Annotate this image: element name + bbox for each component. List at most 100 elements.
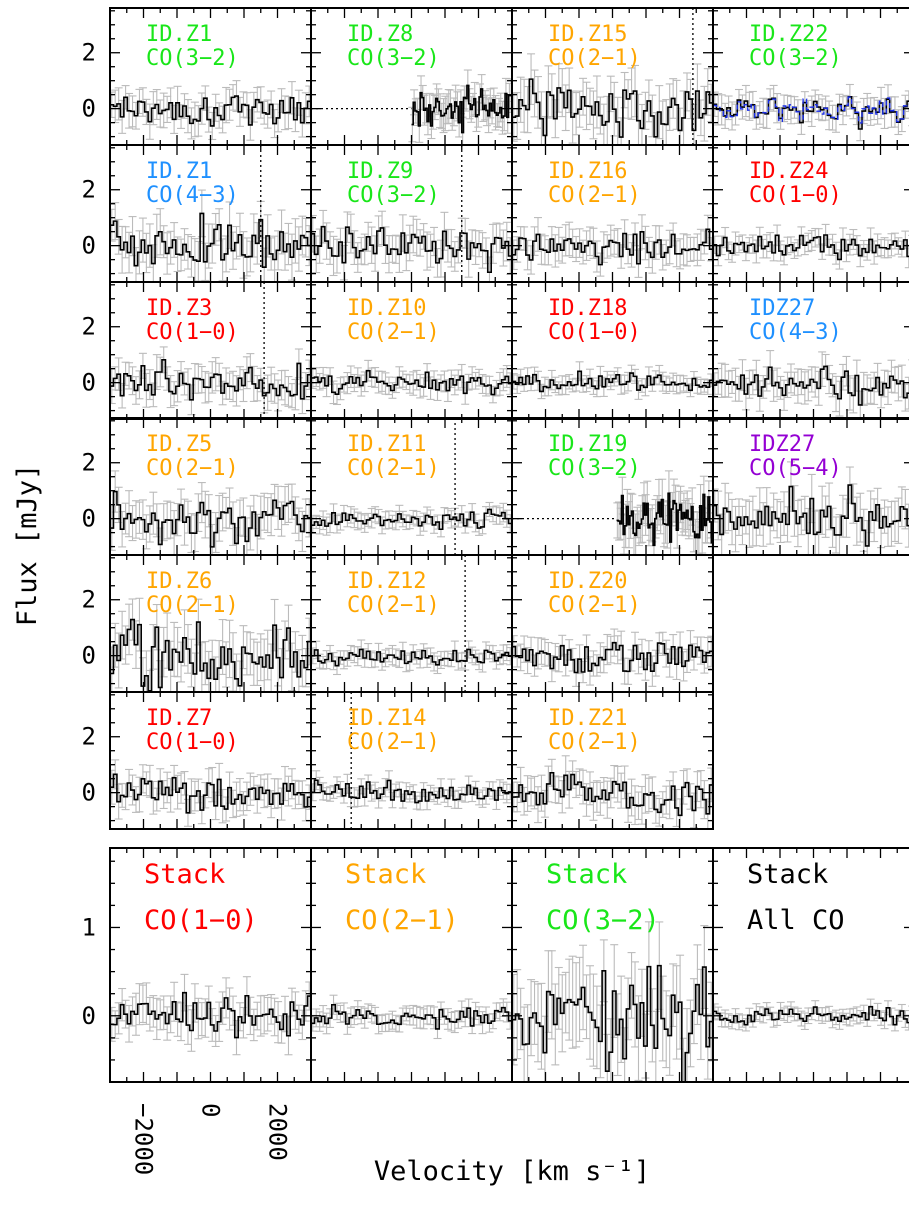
spectrum-step bbox=[311, 648, 512, 667]
y-tick-label: 0 bbox=[82, 779, 96, 807]
spectrum-step bbox=[512, 370, 713, 393]
panel-line-label: CO(2−1) bbox=[548, 730, 641, 755]
spectrum-step bbox=[110, 618, 311, 692]
panel-plot-area bbox=[110, 759, 311, 827]
panel-id-label: ID.Z7 bbox=[146, 706, 212, 731]
panel-plot-area bbox=[512, 214, 713, 278]
panel-line-label: CO(3−2) bbox=[146, 46, 239, 71]
panel-id-label: ID.Z22 bbox=[749, 22, 828, 47]
panel-plot-area bbox=[512, 628, 713, 687]
spectrum-step bbox=[110, 212, 311, 268]
panel-id-label: ID.Z14 bbox=[347, 706, 426, 731]
y-tick-label: 0 bbox=[82, 95, 96, 123]
panel-id-label: ID.Z6 bbox=[146, 569, 212, 594]
panel-grid: 02ID.Z1CO(3−2)ID.Z8CO(3−2)ID.Z15CO(2−1)I… bbox=[82, 7, 909, 830]
panel-line-label: CO(2−1) bbox=[347, 593, 440, 618]
panel-line-label: CO(2−1) bbox=[146, 456, 239, 481]
spectrum-step bbox=[616, 492, 713, 547]
panel-line-label: CO(1−0) bbox=[749, 183, 842, 208]
panel-id-label: ID.Z9 bbox=[347, 159, 413, 184]
y-tick-label: 2 bbox=[82, 39, 96, 67]
panel-plot-area bbox=[110, 80, 311, 141]
y-tick-label: 2 bbox=[82, 586, 96, 614]
panel-id-label: ID.Z5 bbox=[146, 432, 212, 457]
panel-line-label: CO(1−0) bbox=[146, 730, 239, 755]
panel-id-label: ID.Z21 bbox=[548, 706, 627, 731]
panel-plot-area bbox=[311, 69, 512, 145]
panel-id-label: ID.Z1 bbox=[146, 22, 212, 47]
spectrum-step bbox=[311, 225, 512, 274]
panel-plot-area bbox=[713, 83, 909, 142]
panel-line-label: CO(2−1) bbox=[347, 730, 440, 755]
panel-line-label: CO(1−0) bbox=[548, 320, 641, 345]
panel-plot-area bbox=[110, 597, 311, 692]
panel-line-label: CO(2−1) bbox=[548, 593, 641, 618]
panel-plot-area bbox=[311, 145, 512, 282]
panel-plot-area bbox=[713, 350, 909, 419]
spectrum-step bbox=[110, 359, 311, 401]
y-tick-label: 0 bbox=[82, 369, 96, 397]
panel-id-label: ID.Z19 bbox=[548, 432, 627, 457]
panel-id-label: ID.Z10 bbox=[347, 296, 426, 321]
panel-line-label: CO(2−1) bbox=[548, 46, 641, 71]
y-tick-label: 0 bbox=[82, 642, 96, 670]
panel-id-label: IDZ27 bbox=[749, 296, 815, 321]
panel-id-label: ID.Z16 bbox=[548, 159, 627, 184]
y-tick-label: 2 bbox=[82, 313, 96, 341]
spectrum-step bbox=[713, 484, 909, 547]
panel-line-label: CO(2−1) bbox=[347, 456, 440, 481]
panel-id-label: ID.Z20 bbox=[548, 569, 627, 594]
panel-id-label: ID.Z12 bbox=[347, 569, 426, 594]
panel-line-label: CO(2−1) bbox=[548, 183, 641, 208]
panel-line-label: CO(5−4) bbox=[749, 456, 842, 481]
panel-line-label: CO(3−2) bbox=[749, 46, 842, 71]
panel-plot-area bbox=[512, 470, 713, 555]
panel-line-label: CO(4−3) bbox=[749, 320, 842, 345]
spectrum-step bbox=[311, 508, 512, 531]
panel-id-label: ID.Z3 bbox=[146, 296, 212, 321]
panel-line-label: CO(3−2) bbox=[548, 456, 641, 481]
panel-id-label: ID.Z15 bbox=[548, 22, 627, 47]
spectrum-step-secondary bbox=[713, 96, 909, 124]
panel-id-label: ID.Z1 bbox=[146, 159, 212, 184]
panel-line-label: CO(1−0) bbox=[146, 320, 239, 345]
spectrum-step bbox=[311, 369, 512, 396]
panel-id-label: ID.Z18 bbox=[548, 296, 627, 321]
spectrum-step bbox=[512, 641, 713, 674]
panel-id-label: ID.Z11 bbox=[347, 432, 426, 457]
panel-plot-area bbox=[110, 470, 311, 555]
spectrum-step bbox=[713, 234, 909, 261]
y-tick-label: 2 bbox=[82, 449, 96, 477]
panel-plot-area bbox=[512, 8, 713, 145]
panel-plot-area bbox=[512, 755, 713, 829]
stack-panel-row: 01StackCO(1−0)StackCO(2−1)StackCO(3−2)St… bbox=[82, 847, 909, 1083]
y-tick-label: 2 bbox=[82, 723, 96, 751]
y-tick-label: 2 bbox=[82, 176, 96, 204]
panel-plot-area bbox=[311, 359, 512, 406]
spectrum-step bbox=[311, 779, 512, 804]
spectrum-step bbox=[110, 95, 311, 127]
panel-plot-area bbox=[512, 361, 713, 400]
y-tick-label: 0 bbox=[82, 232, 96, 260]
panel-plot-area bbox=[311, 418, 512, 555]
spectrum-step bbox=[110, 773, 311, 814]
panel-line-label: CO(4−3) bbox=[146, 183, 239, 208]
panel-plot-area bbox=[311, 555, 512, 692]
